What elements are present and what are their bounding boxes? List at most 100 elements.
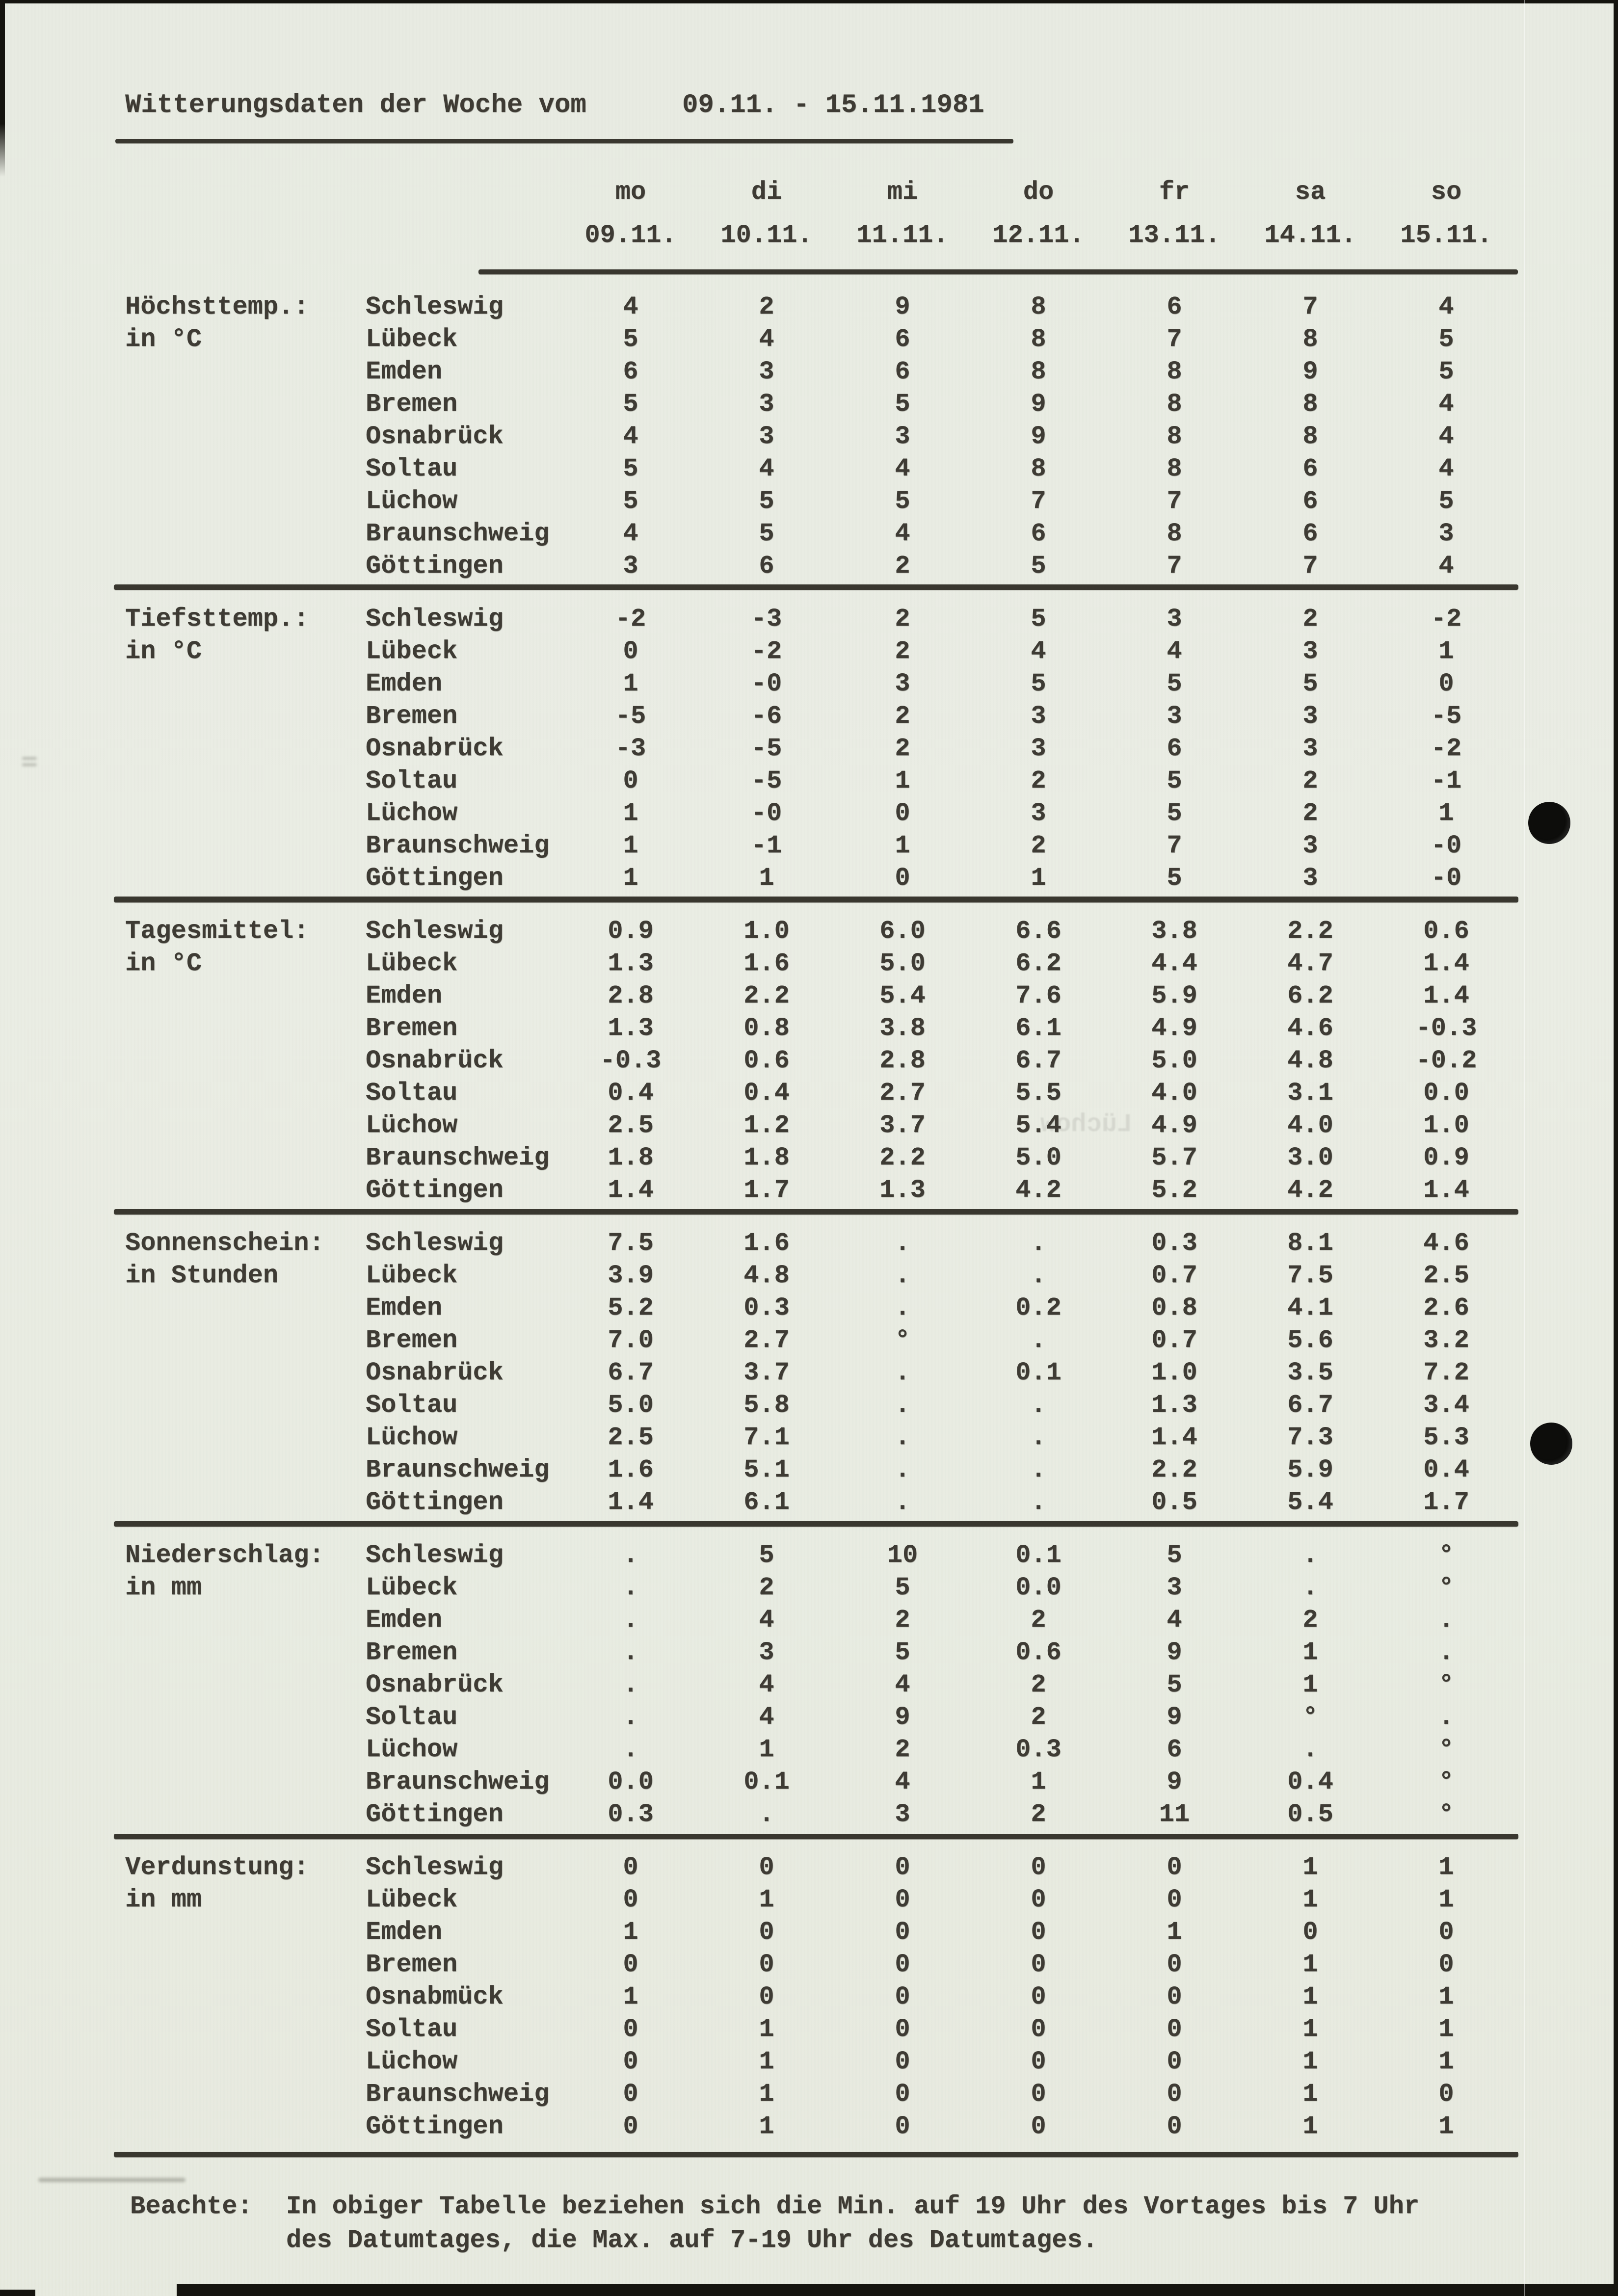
value-cell: 5 bbox=[623, 487, 638, 516]
value-cell: 1 bbox=[623, 1982, 638, 2011]
value-cell: 3 bbox=[759, 422, 774, 451]
value-cell: 0.4 bbox=[1423, 1455, 1469, 1484]
value-cell: . bbox=[623, 1573, 638, 1602]
value-cell: 4.8 bbox=[1287, 1046, 1333, 1075]
value-cell: 1.0 bbox=[1423, 1111, 1469, 1140]
section-label: Niederschlag: bbox=[125, 1541, 324, 1570]
value-cell: 1 bbox=[1302, 1950, 1318, 1979]
hole-punch-top bbox=[1528, 802, 1570, 844]
value-cell: . bbox=[1302, 1735, 1318, 1764]
row-city-label: Lübeck bbox=[366, 1261, 458, 1290]
value-cell: . bbox=[895, 1455, 910, 1484]
value-cell: -6 bbox=[751, 702, 782, 731]
value-cell: 2.6 bbox=[1423, 1293, 1469, 1322]
value-cell: 0 bbox=[1031, 2080, 1046, 2109]
row-city-label: Soltau bbox=[366, 2015, 458, 2044]
value-cell: 0.7 bbox=[1151, 1326, 1197, 1355]
value-cell: . bbox=[623, 1670, 638, 1699]
section-label: Tagesmittel: bbox=[125, 917, 309, 946]
value-cell: 5.9 bbox=[1287, 1455, 1333, 1484]
value-cell: 3 bbox=[1302, 831, 1318, 860]
value-cell: 4.1 bbox=[1287, 1293, 1333, 1322]
value-cell: -0 bbox=[751, 669, 782, 698]
value-cell: 1 bbox=[623, 669, 638, 698]
value-cell: 1 bbox=[1302, 2047, 1318, 2076]
value-cell: 5.0 bbox=[608, 1391, 654, 1420]
value-cell: 5 bbox=[759, 519, 774, 548]
value-cell: 8 bbox=[1167, 422, 1182, 451]
row-city-label: Schleswig bbox=[366, 917, 504, 946]
value-cell: . bbox=[623, 1735, 638, 1764]
value-cell: 1.7 bbox=[1423, 1488, 1469, 1517]
ghost-offset-text: Lüchow bbox=[1040, 1110, 1133, 1139]
value-cell: 6.2 bbox=[1287, 981, 1333, 1010]
value-cell: 2 bbox=[1302, 766, 1318, 795]
column-day-label: so bbox=[1431, 178, 1462, 207]
value-cell: 8 bbox=[1031, 325, 1046, 354]
value-cell: 1.3 bbox=[608, 1014, 654, 1043]
value-cell: 0 bbox=[1031, 1918, 1046, 1947]
value-cell: . bbox=[623, 1703, 638, 1732]
value-cell: 7 bbox=[1167, 552, 1182, 581]
value-cell: 2 bbox=[1302, 605, 1318, 633]
row-city-label: Soltau bbox=[366, 454, 458, 483]
value-cell: 3 bbox=[1302, 637, 1318, 666]
value-cell: 5 bbox=[623, 325, 638, 354]
value-cell: 2 bbox=[895, 605, 910, 633]
value-cell: 0 bbox=[1031, 2015, 1046, 2044]
row-city-label: Lübeck bbox=[366, 325, 458, 354]
value-cell: 5.5 bbox=[1015, 1079, 1061, 1108]
value-cell: . bbox=[895, 1423, 910, 1452]
value-cell: 7 bbox=[1167, 325, 1182, 354]
value-cell: 3 bbox=[1167, 605, 1182, 633]
value-cell: 0 bbox=[1438, 669, 1454, 698]
row-city-label: Lüchow bbox=[366, 1111, 458, 1140]
value-cell: 4 bbox=[1438, 292, 1454, 321]
value-cell: 0.3 bbox=[1151, 1229, 1197, 1258]
row-city-label: Lüchow bbox=[366, 2047, 458, 2076]
value-cell: 4 bbox=[759, 1606, 774, 1635]
row-city-label: Braunschweig bbox=[366, 1143, 550, 1172]
value-cell: 2 bbox=[895, 637, 910, 666]
row-city-label: Osnabrück bbox=[366, 1670, 504, 1699]
value-cell: 5 bbox=[1167, 864, 1182, 893]
value-cell: 4.0 bbox=[1287, 1111, 1333, 1140]
row-city-label: Bremen bbox=[366, 1014, 458, 1043]
row-city-label: Osnabmück bbox=[366, 1982, 504, 2011]
value-cell: 3.4 bbox=[1423, 1391, 1469, 1420]
value-cell: 2 bbox=[895, 702, 910, 731]
value-cell: 5.4 bbox=[1015, 1111, 1061, 1140]
row-city-label: Osnabrück bbox=[366, 734, 504, 763]
value-cell: 1 bbox=[1031, 864, 1046, 893]
value-cell: 1 bbox=[1438, 2112, 1454, 2141]
value-cell: 4.7 bbox=[1287, 949, 1333, 978]
value-cell: 4.9 bbox=[1151, 1111, 1197, 1140]
row-city-label: Göttingen bbox=[366, 552, 504, 581]
value-cell: 4 bbox=[623, 422, 638, 451]
row-city-label: Emden bbox=[366, 357, 443, 386]
value-cell: 3.7 bbox=[879, 1111, 926, 1140]
value-cell: -0 bbox=[751, 799, 782, 828]
value-cell: . bbox=[1302, 1573, 1318, 1602]
value-cell: 0 bbox=[759, 1950, 774, 1979]
row-city-label: Lüchow bbox=[366, 487, 458, 516]
value-cell: 0.1 bbox=[1015, 1541, 1061, 1570]
value-cell: . bbox=[1438, 1638, 1454, 1667]
value-cell: 7.5 bbox=[1287, 1261, 1333, 1290]
value-cell: 0 bbox=[759, 1918, 774, 1947]
column-date-label: 11.11. bbox=[856, 221, 949, 250]
value-cell: 6.7 bbox=[1015, 1046, 1061, 1075]
value-cell: 0 bbox=[1031, 1982, 1046, 2011]
row-city-label: Soltau bbox=[366, 1703, 458, 1732]
value-cell: 5 bbox=[759, 487, 774, 516]
value-cell: 8 bbox=[1302, 390, 1318, 419]
value-cell: 6 bbox=[1167, 292, 1182, 321]
value-cell: 0 bbox=[895, 2047, 910, 2076]
value-cell: 0 bbox=[1167, 2047, 1182, 2076]
section-label: Sonnenschein: bbox=[125, 1229, 324, 1258]
value-cell: 1.6 bbox=[743, 949, 790, 978]
value-cell: 1.3 bbox=[608, 949, 654, 978]
value-cell: 2.8 bbox=[879, 1046, 926, 1075]
section-unit-label: in °C bbox=[125, 325, 202, 354]
value-cell: . bbox=[895, 1261, 910, 1290]
